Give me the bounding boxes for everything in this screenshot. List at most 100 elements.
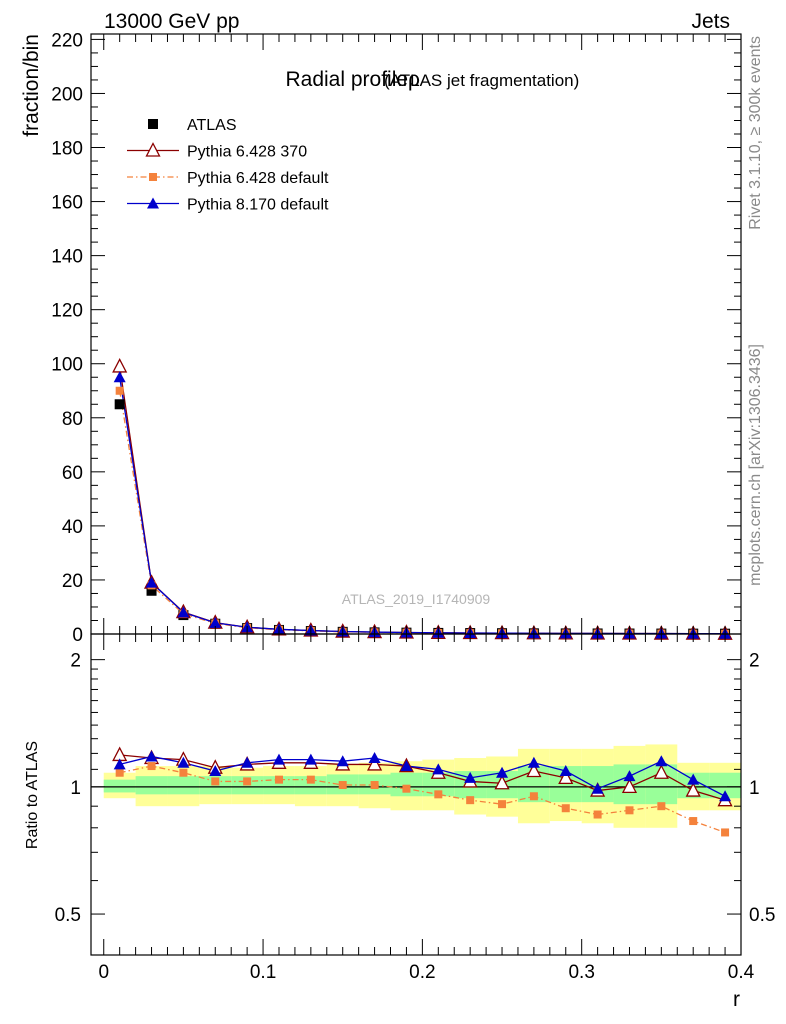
ratio-point-pythia-8-170-default bbox=[559, 765, 572, 777]
ratio-point-pythia-8-170-default bbox=[687, 773, 700, 785]
ratio-point-pythia-8-170-default bbox=[368, 752, 381, 764]
main-y-axis-label: fraction/bin bbox=[20, 34, 43, 137]
ratio-point-pythia-6-428-default bbox=[402, 784, 411, 793]
x-tick-label: 0.1 bbox=[250, 962, 276, 983]
main-point-atlas bbox=[114, 399, 125, 410]
main-point-atlas bbox=[146, 585, 157, 596]
ratio-point-pythia-6-428-default bbox=[338, 781, 347, 790]
main-y-tick-label: 120 bbox=[51, 301, 83, 322]
main-point-pythia-6-428-default bbox=[115, 386, 124, 395]
main-y-tick-label: 200 bbox=[51, 84, 83, 105]
uncertainty-bands bbox=[91, 744, 741, 828]
main-y-tick-label: 160 bbox=[51, 193, 83, 214]
ratio-point-pythia-8-170-default bbox=[241, 756, 254, 768]
main-y-tick-label: 20 bbox=[62, 571, 83, 592]
ratio-point-pythia-8-170-default bbox=[145, 750, 158, 762]
legend-marker-atlas bbox=[148, 119, 158, 129]
ratio-point-pythia-6-428-default bbox=[274, 775, 283, 784]
ratio-y-tick-label-right: 2 bbox=[749, 651, 760, 672]
analysis-watermark: ATLAS_2019_I1740909 bbox=[342, 591, 491, 607]
legend-marker-pythia-6-428-370 bbox=[145, 142, 161, 157]
ratio-point-pythia-6-428-default bbox=[657, 802, 666, 811]
ratio-point-pythia-6-428-default bbox=[211, 777, 220, 786]
band-green-bin bbox=[390, 772, 423, 797]
legend-label-pythia-6-428-370: Pythia 6.428 370 bbox=[187, 144, 307, 161]
ratio-point-pythia-6-428-default bbox=[115, 768, 124, 777]
ratio-point-pythia-6-428-default bbox=[147, 762, 156, 771]
ratio-point-pythia-6-428-370 bbox=[685, 782, 701, 797]
main-point-pythia-8-170-default bbox=[145, 576, 158, 588]
ratio-point-pythia-6-428-default bbox=[498, 800, 507, 809]
ratio-point-pythia-6-428-default bbox=[370, 781, 379, 790]
ratio-y-tick-label-right: 1 bbox=[749, 778, 760, 799]
ratio-point-pythia-6-428-370 bbox=[526, 762, 542, 778]
ratio-point-pythia-6-428-370 bbox=[653, 764, 669, 779]
chart-subtitle: (ATLAS jet fragmentation) bbox=[384, 71, 579, 90]
main-point-pythia-8-170-default bbox=[209, 616, 222, 628]
ratio-point-pythia-8-170-default bbox=[336, 755, 349, 767]
ratio-y-tick-label-right: 0.5 bbox=[749, 905, 775, 926]
series-markers bbox=[112, 358, 733, 837]
legend-label-atlas: ATLAS bbox=[187, 117, 237, 134]
x-tick-label: 0.3 bbox=[568, 962, 594, 983]
main-point-pythia-8-170-default bbox=[177, 606, 190, 618]
ratio-point-pythia-6-428-default bbox=[466, 796, 475, 805]
main-y-tick-label: 60 bbox=[62, 463, 83, 484]
ratio-point-pythia-8-170-default bbox=[400, 760, 413, 772]
ratio-point-pythia-6-428-default bbox=[529, 792, 538, 801]
ratio-point-pythia-6-428-default bbox=[561, 804, 570, 813]
ratio-point-pythia-8-170-default bbox=[304, 753, 317, 765]
band-green-bin bbox=[167, 776, 200, 795]
ratio-point-pythia-8-170-default bbox=[432, 763, 445, 775]
main-y-tick-label: 140 bbox=[51, 247, 83, 268]
main-y-tick-label: 40 bbox=[62, 517, 83, 538]
ratio-y-tick-label: 0.5 bbox=[55, 905, 81, 926]
ratio-point-pythia-8-170-default bbox=[623, 770, 636, 782]
ratio-point-pythia-6-428-370 bbox=[558, 769, 574, 785]
band-green-bin bbox=[422, 772, 455, 797]
ratio-y-axis-label: Ratio to ATLAS bbox=[24, 741, 41, 849]
ratio-y-tick-label: 2 bbox=[70, 651, 81, 672]
ratio-point-pythia-8-170-default bbox=[496, 766, 509, 778]
side-label-rivet: Rivet 3.1.10, ≥ 300k events bbox=[747, 36, 764, 230]
ratio-point-pythia-6-428-default bbox=[721, 828, 730, 837]
main-point-pythia-6-428-370 bbox=[112, 358, 128, 373]
x-axis-label: r bbox=[733, 988, 740, 1011]
x-tick-label: 0.2 bbox=[409, 962, 435, 983]
band-green-bin bbox=[103, 779, 136, 793]
legend-label-pythia-6-428-default: Pythia 6.428 default bbox=[187, 170, 329, 187]
ratio-point-pythia-8-170-default bbox=[464, 771, 477, 783]
legend-marker-pythia-8-170-default bbox=[147, 197, 159, 209]
ratio-point-pythia-8-170-default bbox=[113, 758, 126, 770]
ratio-point-pythia-8-170-default bbox=[272, 753, 285, 765]
ratio-panel-frame bbox=[90, 633, 742, 956]
ratio-line-pythia-6-428-default bbox=[119, 765, 726, 834]
chart-title: Radial profileρ bbox=[285, 68, 420, 91]
ratio-point-pythia-8-170-default bbox=[177, 756, 190, 768]
main-y-tick-label: 220 bbox=[51, 30, 83, 51]
ratio-point-pythia-6-428-default bbox=[243, 777, 252, 786]
ratio-point-pythia-6-428-default bbox=[593, 810, 602, 819]
ratio-point-pythia-6-428-370 bbox=[367, 756, 383, 771]
header-left-label: 13000 GeV pp bbox=[104, 10, 239, 33]
ratio-point-pythia-6-428-default bbox=[306, 775, 315, 784]
ratio-point-pythia-8-170-default bbox=[719, 790, 732, 802]
ratio-point-pythia-8-170-default bbox=[527, 756, 540, 768]
legend: ATLAS Pythia 6.428 370 Pythia 6.428 defaul… bbox=[127, 117, 329, 214]
ratio-point-pythia-6-428-default bbox=[689, 817, 698, 826]
x-tick-label: 0.4 bbox=[728, 962, 755, 983]
ratio-point-pythia-6-428-default bbox=[434, 790, 443, 799]
ratio-point-pythia-6-428-default bbox=[179, 768, 188, 777]
ratio-line-pythia-6-428-370 bbox=[119, 754, 726, 801]
main-y-tick-label: 100 bbox=[51, 355, 83, 376]
main-y-tick-label: 0 bbox=[72, 625, 83, 646]
band-green-bin bbox=[135, 776, 168, 795]
ratio-point-pythia-6-428-370 bbox=[621, 778, 638, 793]
legend-marker-pythia-6-428-default bbox=[149, 173, 157, 181]
main-y-tick-label: 180 bbox=[51, 139, 83, 160]
ratio-point-pythia-6-428-370 bbox=[494, 774, 510, 790]
x-tick-label: 0 bbox=[98, 962, 109, 983]
header-right-label: Jets bbox=[691, 10, 730, 33]
side-label-mcplots: mcplots.cern.ch [arXiv:1306.3436] bbox=[747, 344, 764, 586]
